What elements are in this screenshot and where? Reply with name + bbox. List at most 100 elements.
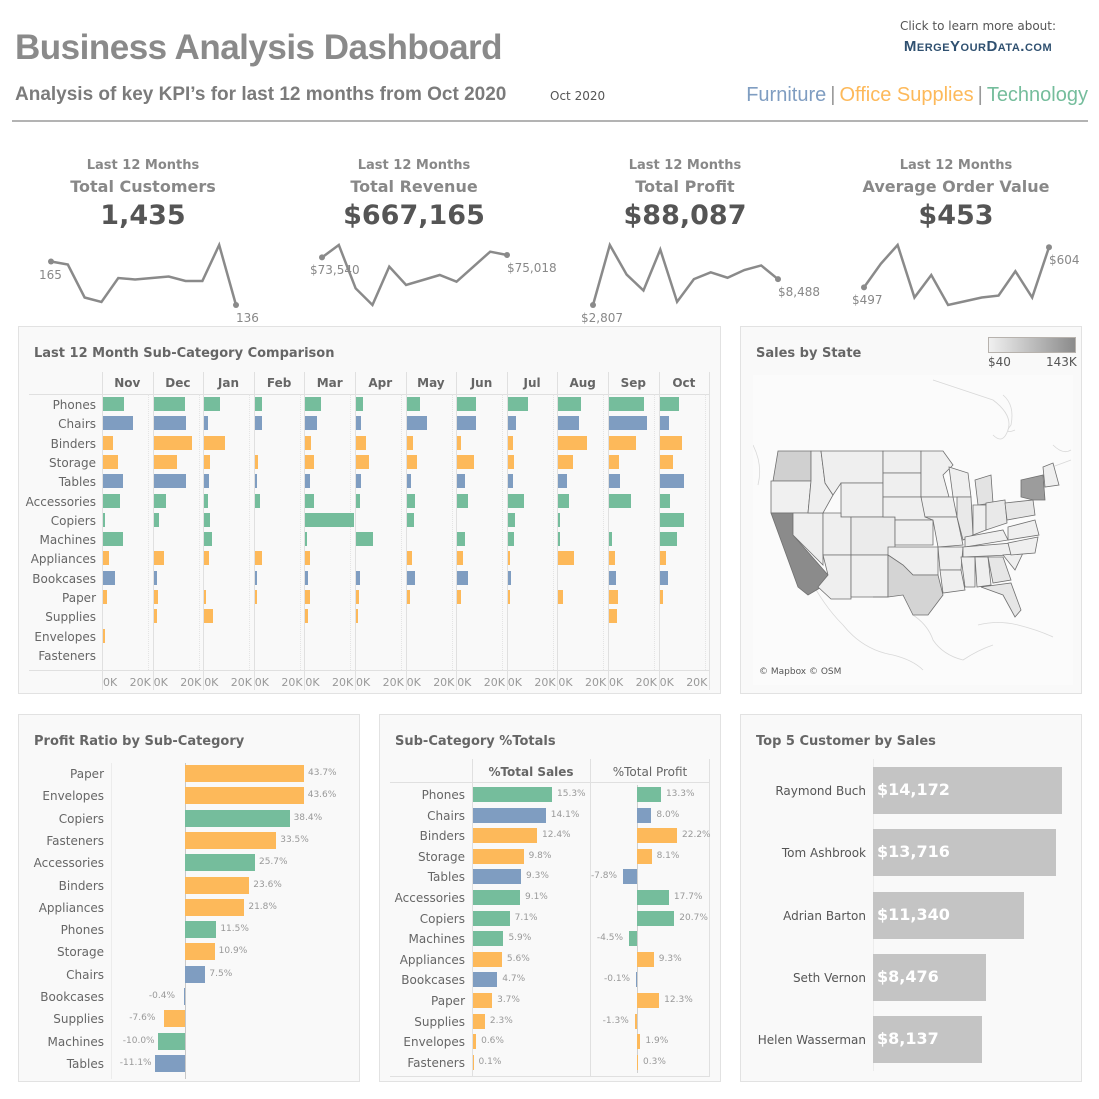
subcat-bar[interactable] (507, 454, 514, 469)
profit-ratio-bar[interactable] (185, 809, 290, 827)
subcat-bar[interactable] (103, 416, 133, 431)
subcat-bar[interactable] (406, 435, 413, 450)
sales-pct-bar[interactable] (473, 787, 552, 802)
subcat-bar[interactable] (659, 435, 683, 450)
customer-sales-bar[interactable] (873, 767, 1062, 814)
month-header[interactable]: Apr (368, 376, 393, 390)
subcat-bar[interactable] (659, 532, 678, 547)
map-credit[interactable]: © Mapbox © OSM (759, 667, 842, 677)
sales-pct-bar[interactable] (473, 993, 493, 1008)
subcat-bar[interactable] (103, 590, 108, 604)
profit-pct-bar[interactable] (637, 828, 677, 844)
profit-pct-bar[interactable] (637, 910, 675, 926)
subcat-bar[interactable] (558, 454, 573, 469)
profit-pct-bar[interactable] (637, 890, 669, 905)
subcat-bar[interactable] (356, 493, 361, 508)
subcat-bar[interactable] (609, 609, 618, 624)
subcat-bar[interactable] (659, 397, 680, 411)
subcat-bar[interactable] (406, 590, 410, 604)
subcat-bar[interactable] (254, 590, 257, 604)
subcat-bar[interactable] (659, 474, 685, 489)
subcat-bar[interactable] (457, 493, 468, 508)
subcat-bar[interactable] (558, 397, 582, 411)
subcat-bar[interactable] (103, 512, 106, 527)
subcat-bar[interactable] (659, 551, 666, 566)
subcat-bar[interactable] (507, 416, 516, 431)
legend-furniture[interactable]: Furniture (746, 84, 827, 106)
subcat-bar[interactable] (609, 435, 636, 450)
subcat-bar[interactable] (507, 435, 513, 450)
profit-pct-bar[interactable] (637, 848, 652, 864)
profit-ratio-bar[interactable] (185, 787, 304, 805)
subcat-bar[interactable] (305, 493, 314, 508)
subcat-bar[interactable] (204, 609, 214, 624)
subcat-bar[interactable] (507, 397, 529, 411)
subcat-bar[interactable] (609, 474, 621, 489)
subcat-bar[interactable] (609, 590, 619, 604)
subcat-bar[interactable] (659, 454, 673, 469)
subcat-bar[interactable] (356, 609, 358, 624)
profit-pct-bar[interactable] (637, 1034, 641, 1050)
subcat-bar[interactable] (659, 493, 670, 508)
us-state-map[interactable] (753, 375, 1073, 685)
subcat-bar[interactable] (254, 416, 262, 431)
profit-pct-bar[interactable] (637, 807, 652, 823)
legend-office-supplies[interactable]: Office Supplies (839, 84, 974, 106)
subcat-bar[interactable] (356, 532, 373, 547)
subcat-bar[interactable] (103, 435, 114, 450)
subcat-bar[interactable] (609, 454, 620, 469)
profit-ratio-bar[interactable] (185, 898, 245, 916)
subcat-bar[interactable] (659, 570, 668, 585)
sales-pct-bar[interactable] (473, 869, 522, 885)
subcat-bar[interactable] (457, 416, 476, 431)
sales-pct-bar[interactable] (473, 910, 510, 926)
subcat-bar[interactable] (457, 551, 464, 566)
subcat-bar[interactable] (507, 590, 510, 604)
subcat-bar[interactable] (558, 493, 569, 508)
subcat-bar[interactable] (406, 493, 415, 508)
sales-pct-bar[interactable] (473, 1013, 485, 1029)
subcat-bar[interactable] (356, 435, 367, 450)
subcat-bar[interactable] (103, 532, 123, 547)
subcat-bar[interactable] (204, 454, 211, 469)
subcat-bar[interactable] (406, 512, 414, 527)
subcat-bar[interactable] (507, 474, 513, 489)
subcat-bar[interactable] (305, 397, 322, 411)
month-header[interactable]: Oct (672, 376, 696, 390)
profit-ratio-bar[interactable] (185, 854, 255, 872)
subcat-bar[interactable] (356, 397, 363, 411)
month-header[interactable]: Nov (114, 376, 141, 390)
profit-pct-bar[interactable] (634, 1013, 637, 1029)
subcat-bar[interactable] (204, 397, 221, 411)
subcat-bar[interactable] (103, 454, 119, 469)
profit-ratio-bar[interactable] (185, 921, 217, 939)
subcat-bar[interactable] (153, 493, 166, 508)
profit-pct-bar[interactable] (637, 951, 654, 967)
subcat-bar[interactable] (103, 628, 105, 643)
month-header[interactable]: Mar (316, 376, 343, 390)
subcat-bar[interactable] (558, 435, 588, 450)
subcat-bar[interactable] (406, 454, 417, 469)
subcat-bar[interactable] (254, 570, 257, 585)
subcat-bar[interactable] (153, 551, 164, 566)
sales-pct-bar[interactable] (473, 931, 504, 947)
subcat-bar[interactable] (254, 397, 262, 411)
subcat-bar[interactable] (609, 570, 617, 585)
sales-pct-bar[interactable] (473, 807, 546, 823)
subcat-bar[interactable] (305, 590, 311, 604)
subcat-bar[interactable] (609, 416, 647, 431)
sales-pct-bar[interactable] (473, 1034, 477, 1050)
subcat-bar[interactable] (305, 551, 311, 566)
subcat-bar[interactable] (558, 474, 567, 489)
subcat-bar[interactable] (305, 512, 354, 527)
subcat-bar[interactable] (153, 416, 187, 431)
subcat-bar[interactable] (204, 532, 213, 547)
subcat-bar[interactable] (204, 416, 209, 431)
subcat-bar[interactable] (609, 551, 616, 566)
subcat-bar[interactable] (457, 570, 469, 585)
subcat-bar[interactable] (305, 435, 312, 450)
subcat-bar[interactable] (153, 570, 157, 585)
subcat-bar[interactable] (558, 551, 574, 566)
subcat-bar[interactable] (406, 570, 415, 585)
subcat-bar[interactable] (204, 493, 209, 508)
